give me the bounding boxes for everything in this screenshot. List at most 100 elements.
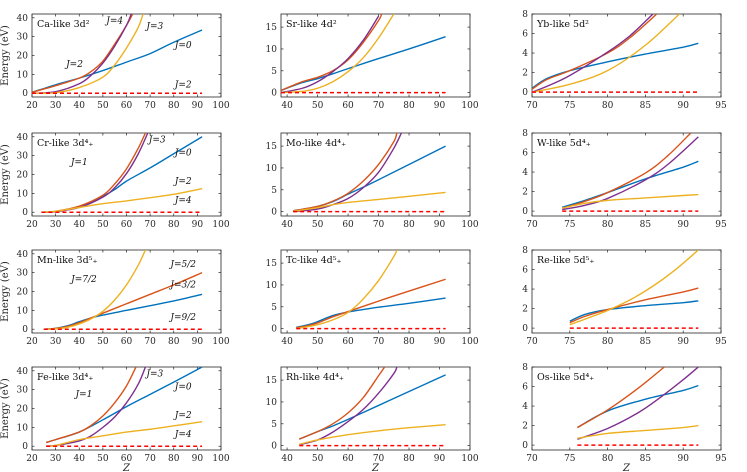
y-tick-label: 5 [271, 303, 277, 313]
series-line-j-3 [562, 136, 699, 211]
x-tick-label: 90 [677, 454, 689, 464]
x-tick-label: 90 [434, 101, 446, 111]
series-line-j-2 [562, 193, 699, 209]
x-tick-label: 40 [74, 337, 86, 347]
x-tick-label: 100 [212, 337, 229, 347]
x-tick-label: 80 [602, 337, 614, 347]
y-tick-label: 4 [522, 168, 528, 178]
y-tick-label: 4 [522, 49, 528, 59]
y-tick-label: 8 [522, 363, 528, 373]
plot-area [293, 133, 446, 213]
x-tick-label: 70 [144, 454, 156, 464]
x-tick-label: 85 [640, 220, 652, 230]
x-tick-label: 60 [121, 337, 133, 347]
series-annotation: J=1 [74, 390, 93, 400]
plot-area [532, 14, 699, 93]
subplot-0: 20 30 40 50 60 70 80 90 100 0 10 20 30 40 Ca-like 3d² J… [0, 13, 230, 111]
y-tick-label: 30 [17, 33, 29, 43]
x-tick-label: 30 [50, 454, 62, 464]
x-tick-label: 70 [373, 337, 385, 347]
series-line-j-3-2 [569, 300, 699, 322]
y-tick-label: 5 [271, 67, 277, 77]
series-annotation: J=2 [173, 411, 192, 421]
series-line-j-3 [32, 14, 144, 94]
x-tick-label: 60 [342, 337, 354, 347]
x-tick-label: 20 [26, 220, 38, 230]
panel-title: Os-like 5d⁴₊ [537, 372, 594, 383]
series-line-j-3 [577, 367, 699, 440]
y-tick-label: 0 [271, 89, 277, 99]
y-tick-label: 15 [266, 376, 278, 386]
y-tick-label: 2 [522, 305, 528, 315]
series-annotation: J=0 [173, 383, 192, 393]
panel-title: W-like 5d⁴₊ [537, 138, 591, 149]
y-axis-label: Energy (eV) [0, 144, 11, 205]
plot-area [32, 14, 203, 94]
y-tick-label: 0 [271, 208, 277, 218]
axes-frame [531, 249, 722, 334]
axes-frame [280, 13, 471, 98]
x-tick-label: 70 [526, 220, 538, 230]
series-line-j-1 [45, 367, 137, 444]
x-tick-label: 90 [677, 220, 689, 230]
series-line-j-7-2 [569, 250, 699, 326]
x-tick-label: 60 [342, 454, 354, 464]
x-tick-label: 90 [677, 337, 689, 347]
x-tick-label: 40 [74, 101, 86, 111]
x-tick-label: 20 [26, 337, 38, 347]
x-tick-label: 75 [564, 337, 576, 347]
panel-title: Mo-like 4d⁴₊ [286, 138, 346, 149]
plot-area [562, 133, 699, 212]
x-tick-label: 80 [602, 454, 614, 464]
x-tick-label: 80 [403, 101, 415, 111]
x-tick-label: 40 [74, 220, 86, 230]
x-tick-label: 95 [715, 101, 727, 111]
y-tick-label: 4 [522, 285, 528, 295]
plot-area [296, 250, 446, 330]
axes-frame [531, 366, 722, 451]
panel-title: Fe-like 3d⁴₊ [37, 372, 93, 383]
subplot-10: 40 50 60 70 80 90 100 0 5 10 15 Rh-like 4d⁴₊ Z [266, 366, 479, 472]
series-line-j-0 [32, 29, 203, 93]
x-tick-label: 80 [168, 101, 180, 111]
plot-area [569, 250, 699, 329]
series-line-j-0 [532, 42, 699, 89]
panel-title: Mn-like 3d⁵₊ [37, 255, 97, 266]
subplot-4: 40 50 60 70 80 90 100 0 5 10 15 Mo-like 4d⁴₊ [266, 132, 479, 230]
plot-area [299, 367, 446, 447]
axes-frame [531, 132, 722, 217]
x-tick-label: 20 [26, 454, 38, 464]
y-tick-label: 0 [22, 89, 28, 99]
x-tick-label: 40 [281, 454, 293, 464]
x-tick-label: 80 [168, 220, 180, 230]
x-tick-label: 85 [640, 337, 652, 347]
series-annotation: J=2 [173, 177, 192, 187]
y-tick-label: 0 [22, 325, 28, 335]
series-line-j-3 [281, 14, 395, 94]
x-tick-label: 100 [461, 337, 478, 347]
series-annotation: J=4 [173, 196, 192, 206]
x-tick-label: 100 [461, 220, 478, 230]
y-tick-label: 2 [522, 188, 528, 198]
x-tick-label: 40 [281, 337, 293, 347]
x-axis-label: Z [122, 463, 131, 472]
series-annotation: J=9/2 [168, 313, 196, 323]
x-tick-label: 60 [121, 220, 133, 230]
series-annotation: J=2 [173, 81, 192, 91]
subplot-1: 40 50 60 70 80 90 100 0 5 10 15 Sr-like 4d² [266, 13, 479, 111]
y-tick-label: 0 [522, 207, 528, 217]
subplot-11: 70 75 80 85 90 95 0 2 4 6 8 Os-like 5d⁴₊ Z [522, 363, 727, 472]
y-tick-label: 8 [522, 129, 528, 139]
axes-frame [280, 132, 471, 217]
x-tick-label: 50 [312, 220, 324, 230]
x-axis-label: Z [622, 463, 631, 472]
series-line-j-4 [32, 14, 132, 94]
series-line-j-0 [562, 160, 699, 208]
series-line-j-3 [532, 14, 680, 93]
x-tick-label: 85 [640, 101, 652, 111]
axes-frame [280, 249, 471, 334]
x-tick-label: 40 [281, 220, 293, 230]
subplot-8: 70 75 80 85 90 95 0 2 4 6 8 Re-like 5d⁵₊ [522, 246, 727, 347]
x-tick-label: 70 [144, 337, 156, 347]
